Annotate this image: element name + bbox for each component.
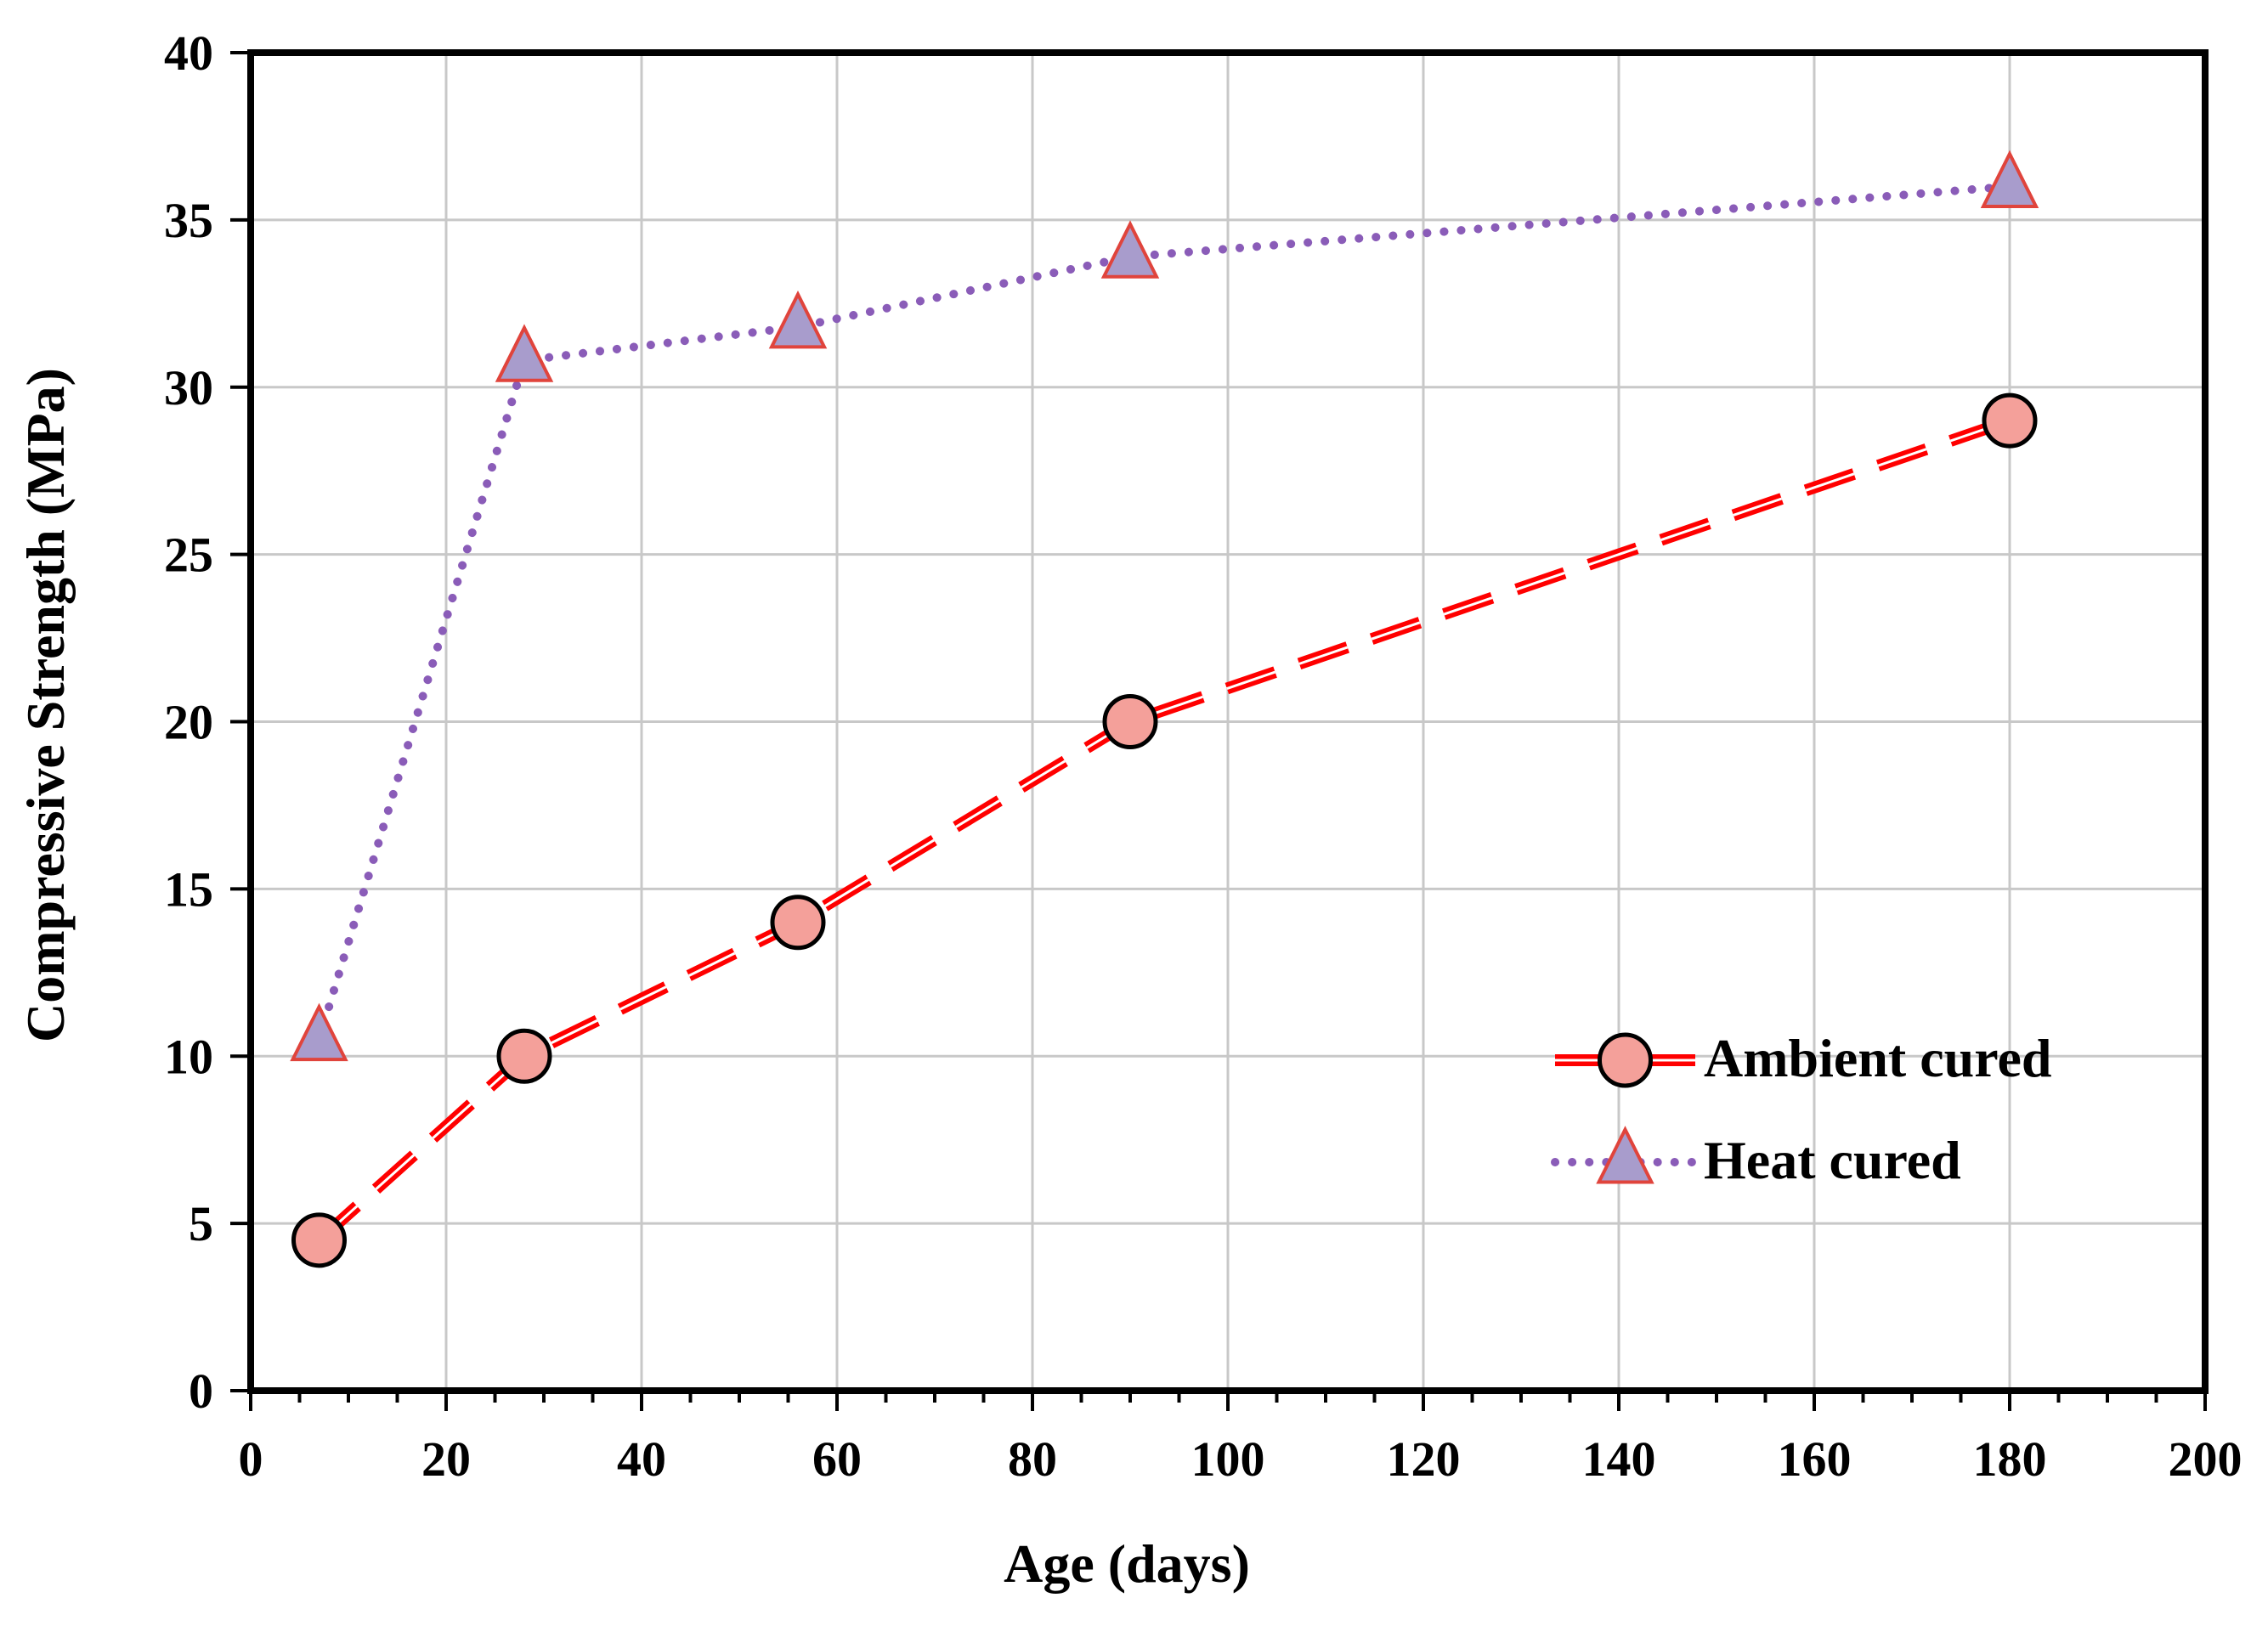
data-point [1102, 694, 1158, 749]
data-point [768, 290, 828, 349]
y-tick-label: 35 [164, 193, 213, 248]
x-tick-label: 60 [812, 1431, 862, 1487]
series-line [314, 182, 2014, 1044]
legend-item-ambient-cured [1555, 1032, 1695, 1088]
x-tick-label: 140 [1582, 1431, 1656, 1487]
data-point [1100, 220, 1160, 279]
series-heat-cured [290, 150, 2039, 1062]
y-tick-label: 0 [189, 1363, 213, 1419]
legend-marker [1596, 1126, 1654, 1184]
data-point [1980, 150, 2039, 209]
legend-label-heat-cured: Heat cured [1704, 1130, 1961, 1190]
x-tick-label: 100 [1191, 1431, 1265, 1487]
y-tick-label: 20 [164, 695, 213, 750]
x-axis-title: Age (days) [1004, 1533, 1250, 1594]
y-tick-label: 30 [164, 360, 213, 415]
x-tick-label: 200 [2169, 1431, 2243, 1487]
x-tick-label: 20 [421, 1431, 471, 1487]
tick-labels: 0 20 40 60 80 100 120 140 160 180 200 0 5 10 15 20 25 30 3… [164, 25, 2243, 1487]
ticks [230, 51, 2207, 1411]
data-point [1982, 392, 2038, 449]
grid [251, 53, 2205, 1391]
x-tick-label: 0 [239, 1431, 263, 1487]
series-line-inner [318, 419, 2011, 1241]
y-tick-label: 15 [164, 861, 213, 917]
y-axis-title: Compressive Strength (MPa) [15, 368, 76, 1042]
y-tick-label: 25 [164, 528, 213, 583]
data-point [496, 1028, 552, 1084]
legend-marker [1598, 1032, 1653, 1088]
x-tick-label: 160 [1778, 1431, 1852, 1487]
legend-item-heat-cured [1551, 1126, 1700, 1184]
legend-label-ambient-cured: Ambient cured [1704, 1028, 2051, 1088]
y-tick-label: 10 [164, 1029, 213, 1084]
series-layer [290, 150, 2039, 1268]
legend: Ambient cured Heat cured [1551, 1028, 2051, 1190]
x-tick-label: 120 [1387, 1431, 1461, 1487]
y-tick-label: 5 [189, 1196, 213, 1251]
data-point [291, 1212, 347, 1268]
x-tick-label: 80 [1008, 1431, 1057, 1487]
series-ambient-cured [291, 392, 2038, 1268]
data-point [770, 895, 826, 951]
series-line [314, 415, 2012, 1245]
x-tick-label: 40 [617, 1431, 666, 1487]
x-tick-label: 180 [1973, 1431, 2047, 1487]
y-tick-label: 40 [164, 25, 213, 81]
data-point [495, 324, 554, 382]
data-point [290, 1002, 348, 1062]
